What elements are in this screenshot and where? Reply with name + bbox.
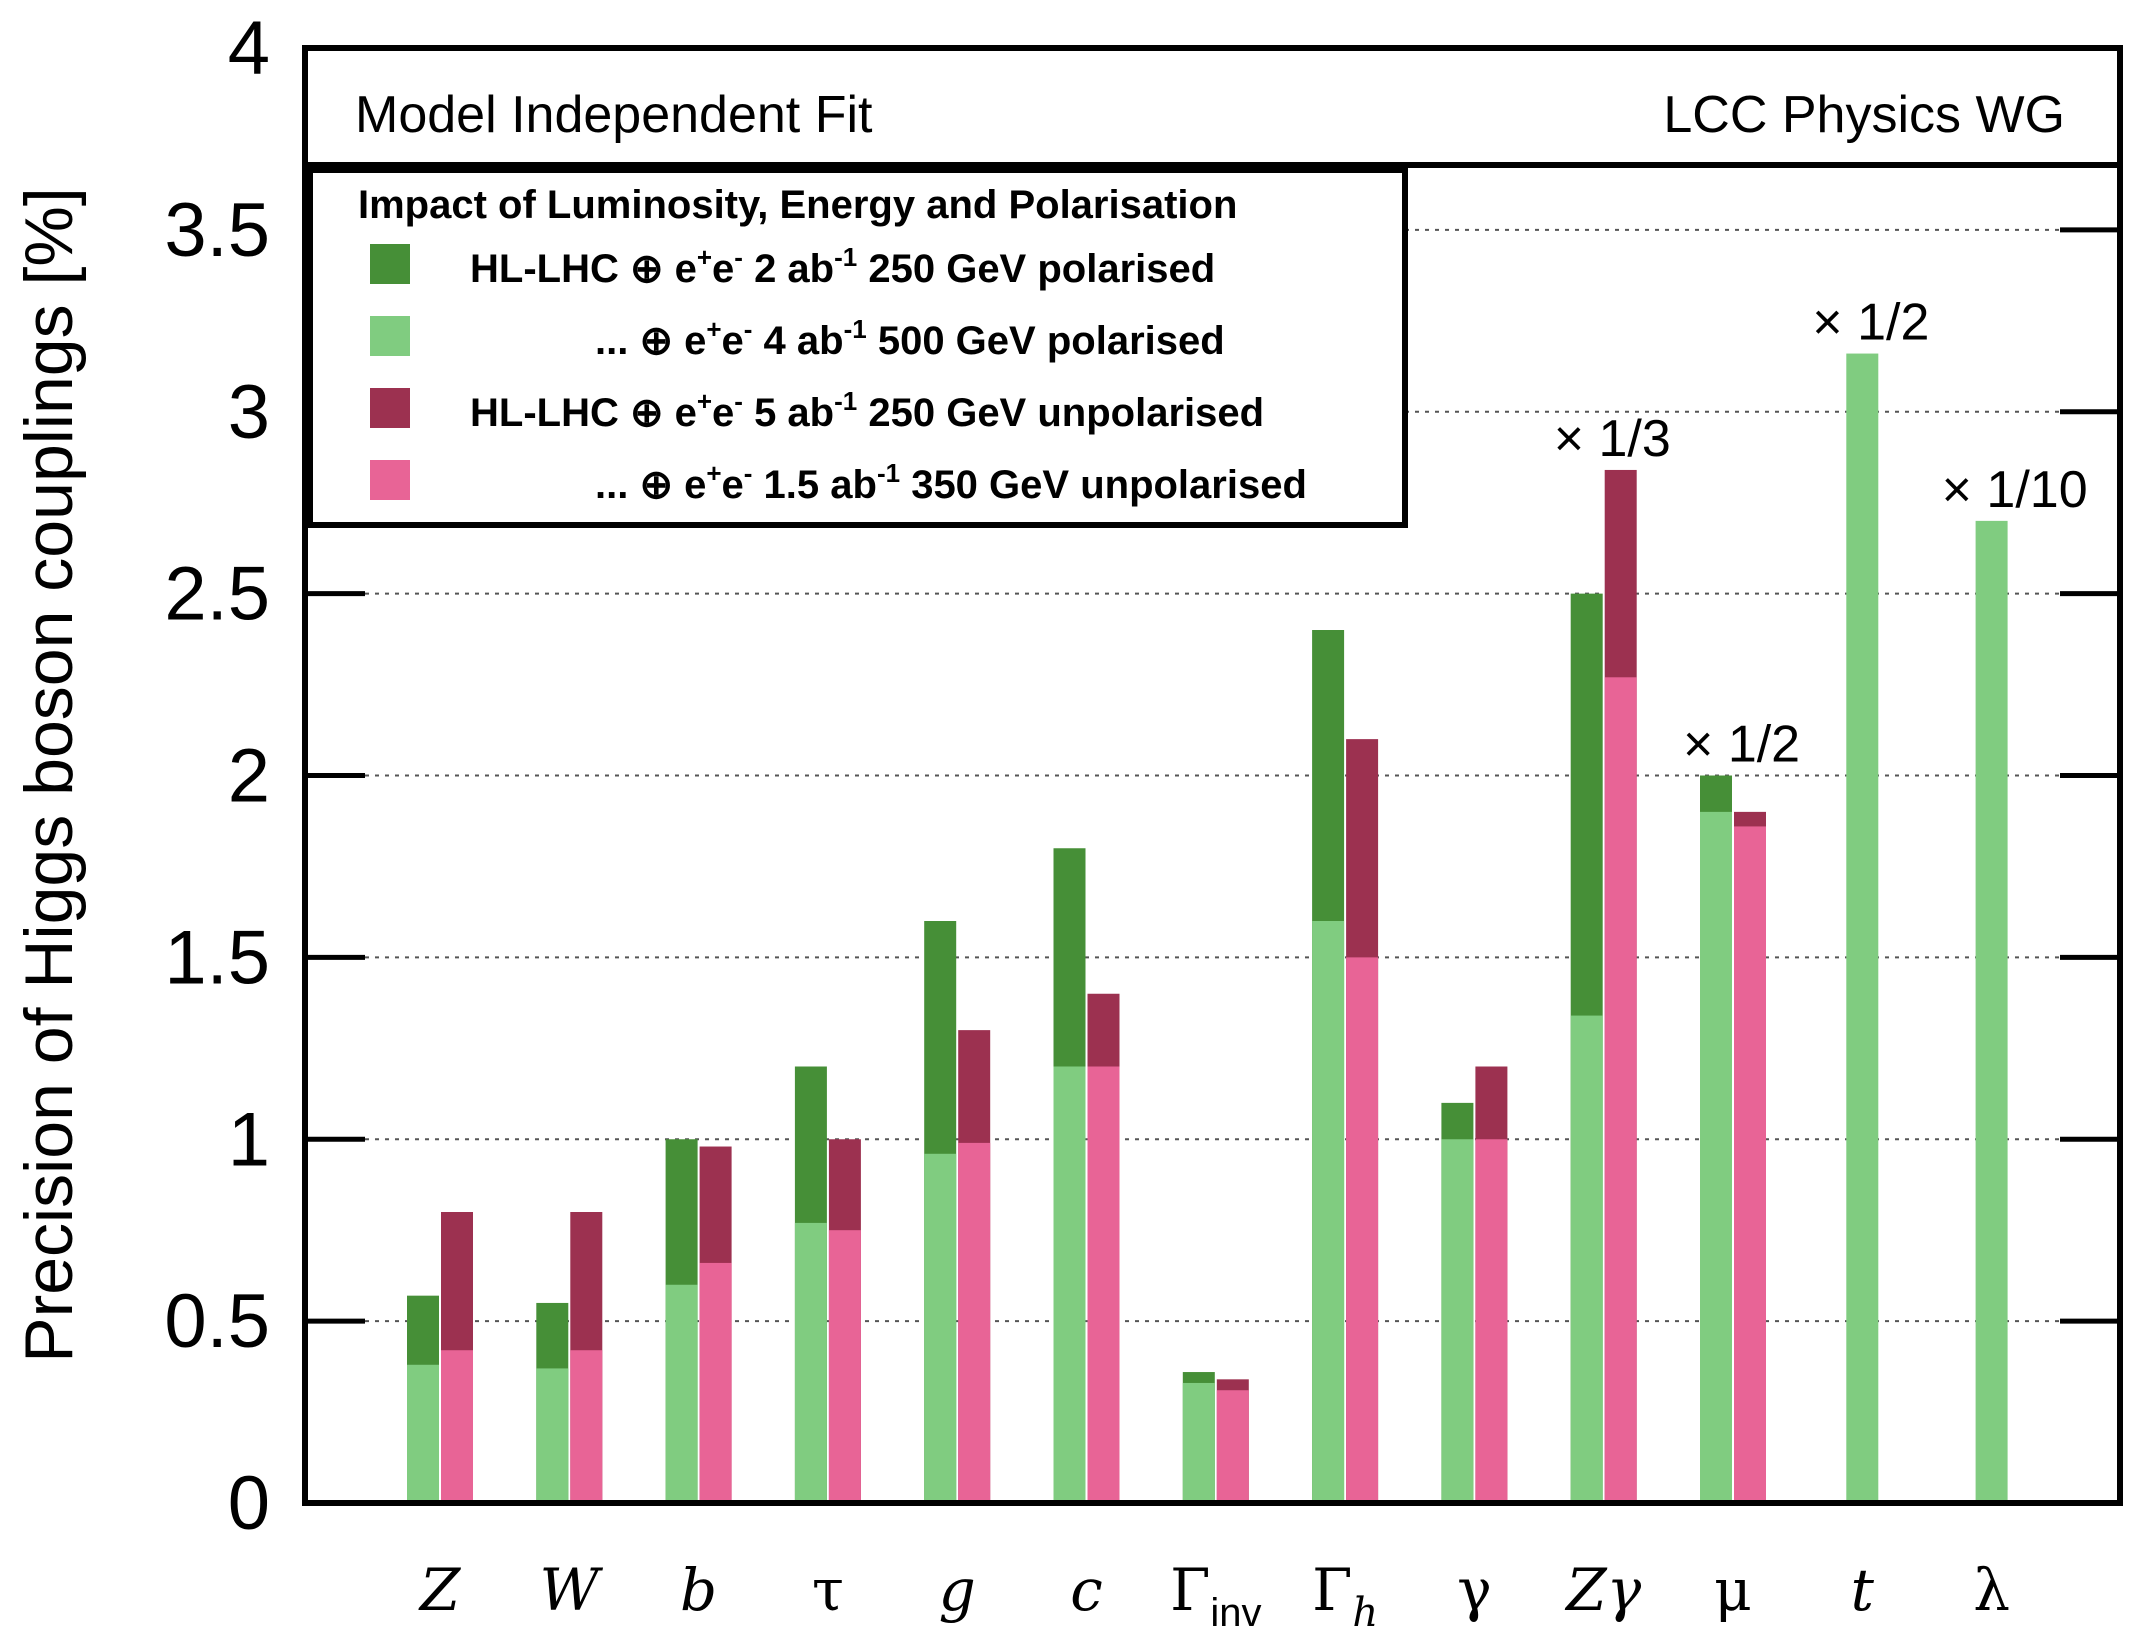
annotation-mu: × 1/2 xyxy=(1683,716,1800,774)
legend-swatch-0 xyxy=(370,244,410,284)
bar-t-500-polarised xyxy=(1846,353,1879,1503)
plot-header: Model Independent Fit LCC Physics WG xyxy=(305,86,2120,168)
legend-box xyxy=(307,167,1408,528)
annotation-Zgamma: × 1/3 xyxy=(1554,410,1671,468)
bar-c-500-polarised xyxy=(1053,1066,1086,1503)
bar-W-500-polarised xyxy=(536,1368,569,1503)
x-tick-label-Zgamma: Zγ xyxy=(1564,1556,1641,1624)
bar-Gamma_h-500-polarised xyxy=(1312,921,1345,1503)
legend-label-2: HL-LHC ⊕ e+e- 5 ab-1 250 GeV unpolarised xyxy=(470,386,1264,435)
bar-g-500-polarised xyxy=(924,1153,957,1503)
bar-W-350-unpolarised xyxy=(570,1350,603,1503)
x-tick-label-Gamma_inv: Γinv xyxy=(1170,1556,1261,1635)
x-tick-label-c: c xyxy=(1070,1556,1102,1624)
bar-Zgamma-500-polarised xyxy=(1570,1015,1603,1503)
y-tick-label: 3 xyxy=(228,370,270,455)
bar-gamma-500-polarised xyxy=(1441,1139,1474,1503)
bar-mu-500-polarised xyxy=(1700,811,1732,1503)
y-tick-label: 1 xyxy=(228,1097,270,1182)
legend-swatch-2 xyxy=(370,388,410,428)
bar-Gamma_h-350-unpolarised xyxy=(1346,957,1379,1503)
x-tick-label-g: g xyxy=(939,1556,976,1624)
y-tick-label: 2.5 xyxy=(164,552,270,637)
legend-label-0: HL-LHC ⊕ e+e- 2 ab-1 250 GeV polarised xyxy=(470,242,1215,291)
y-tick-label: 0 xyxy=(228,1461,270,1546)
legend-label-1: ... ⊕ e+e- 4 ab-1 500 GeV polarised xyxy=(595,314,1225,363)
bar-Gamma_inv-500-polarised xyxy=(1182,1382,1215,1503)
legend: Impact of Luminosity, Energy and Polaris… xyxy=(307,167,1408,528)
y-tick-label: 0.5 xyxy=(164,1279,270,1364)
bar-g-350-unpolarised xyxy=(958,1142,991,1503)
annotations: × 1/3 × 1/2 × 1/2 × 1/10 xyxy=(1554,294,2088,774)
y-axis-label: Precision of Higgs boson couplings [%] xyxy=(11,187,87,1363)
annotation-t: × 1/2 xyxy=(1812,294,1929,352)
legend-title: Impact of Luminosity, Energy and Polaris… xyxy=(358,183,1237,227)
bar-gamma-350-unpolarised xyxy=(1475,1139,1508,1503)
x-tick-label-Gamma_h: Γh xyxy=(1312,1556,1378,1636)
x-tick-label-W: W xyxy=(539,1556,603,1624)
legend-label-3: ... ⊕ e+e- 1.5 ab-1 350 GeV unpolarised xyxy=(595,458,1307,507)
bar-Z-350-unpolarised xyxy=(441,1350,473,1503)
bar-tau-500-polarised xyxy=(794,1222,827,1503)
bar-lambda-500-polarised xyxy=(1975,520,2008,1503)
bar-tau-350-unpolarised xyxy=(828,1230,861,1503)
legend-swatch-3 xyxy=(370,460,410,500)
x-tick-label-lambda: λ xyxy=(1973,1556,2010,1624)
header-right-text: LCC Physics WG xyxy=(1663,86,2065,144)
y-tick-label: 3.5 xyxy=(164,188,270,273)
bar-c-350-unpolarised xyxy=(1087,1066,1120,1503)
header-left-text: Model Independent Fit xyxy=(355,86,873,144)
bars xyxy=(407,353,2008,1504)
x-tick-label-Z: Z xyxy=(418,1556,462,1624)
annotation-lambda: × 1/10 xyxy=(1942,461,2088,519)
x-tick-label-tau: τ xyxy=(812,1556,844,1624)
legend-swatch-1 xyxy=(370,316,410,356)
y-tick-label: 2 xyxy=(228,734,270,819)
y-tick-label: 4 xyxy=(228,6,270,91)
x-tick-label-gamma: γ xyxy=(1457,1556,1492,1624)
x-tick-label-b: b xyxy=(680,1556,717,1624)
x-tick-label-t: t xyxy=(1851,1556,1875,1624)
x-tick-label-mu: μ xyxy=(1714,1556,1752,1624)
bar-mu-350-unpolarised xyxy=(1734,826,1766,1503)
bar-Gamma_inv-350-unpolarised xyxy=(1216,1390,1249,1503)
bar-Zgamma-350-unpolarised xyxy=(1604,677,1637,1503)
bar-Z-500-polarised xyxy=(407,1364,439,1503)
y-tick-label: 1.5 xyxy=(164,915,270,1000)
bar-b-500-polarised xyxy=(665,1284,698,1503)
bar-b-350-unpolarised xyxy=(699,1262,732,1503)
